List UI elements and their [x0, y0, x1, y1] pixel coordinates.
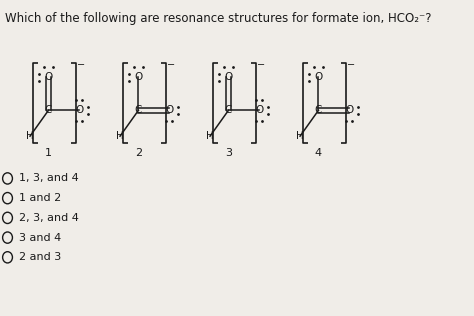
Text: O: O: [314, 72, 323, 82]
Text: 2: 2: [135, 148, 142, 158]
Text: 2 and 3: 2 and 3: [19, 252, 61, 262]
Text: H: H: [296, 131, 304, 141]
Text: 1, 3, and 4: 1, 3, and 4: [19, 173, 79, 183]
Text: 1: 1: [45, 148, 52, 158]
Text: C: C: [45, 105, 52, 115]
Text: Which of the following are resonance structures for formate ion, HCO₂⁻?: Which of the following are resonance str…: [5, 12, 431, 25]
Text: C: C: [225, 105, 232, 115]
Text: O: O: [44, 72, 53, 82]
Text: −: −: [257, 60, 265, 70]
Text: O: O: [75, 105, 83, 115]
Text: −: −: [167, 60, 175, 70]
Text: 1 and 2: 1 and 2: [19, 193, 61, 203]
Text: C: C: [135, 105, 142, 115]
Text: 2, 3, and 4: 2, 3, and 4: [19, 213, 79, 223]
Text: O: O: [165, 105, 173, 115]
Text: 4: 4: [315, 148, 322, 158]
Text: −: −: [77, 60, 85, 70]
Text: 3: 3: [225, 148, 232, 158]
Text: O: O: [255, 105, 263, 115]
Text: C: C: [315, 105, 322, 115]
Text: H: H: [26, 131, 34, 141]
Text: O: O: [345, 105, 353, 115]
Text: −: −: [347, 60, 355, 70]
Text: O: O: [224, 72, 233, 82]
Text: 3 and 4: 3 and 4: [19, 233, 61, 243]
Text: H: H: [206, 131, 214, 141]
Text: O: O: [134, 72, 143, 82]
Text: H: H: [116, 131, 124, 141]
